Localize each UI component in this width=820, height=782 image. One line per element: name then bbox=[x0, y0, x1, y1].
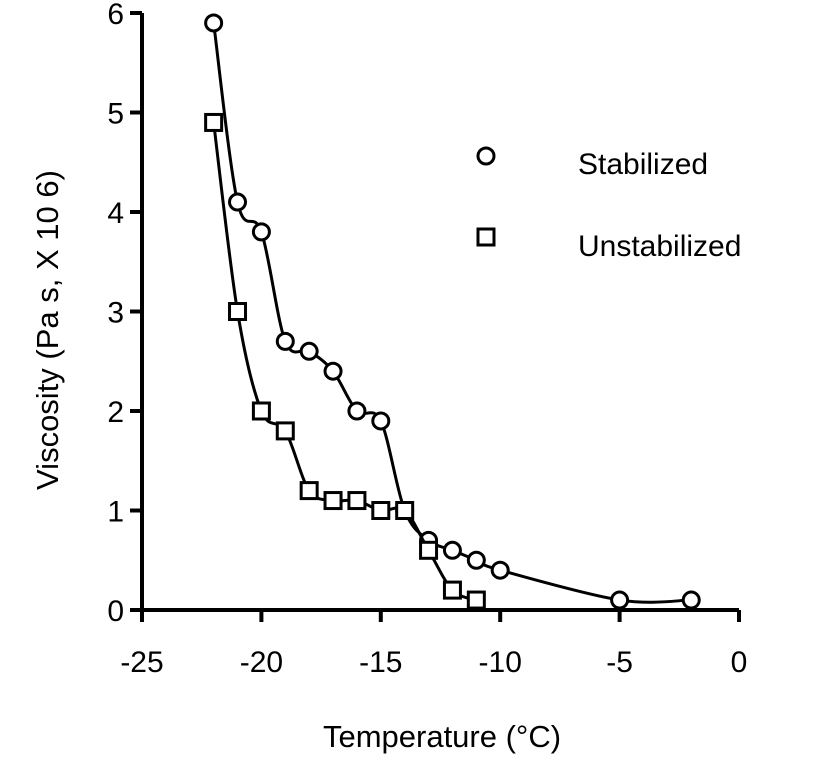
data-point-unstabilized bbox=[228, 302, 248, 321]
y-tick-label: 4 bbox=[107, 197, 124, 230]
axes: -25 -20 -15 -10 -5 0 0 1 2 3 4 5 6 bbox=[107, 0, 747, 679]
data-point-stabilized bbox=[204, 13, 224, 33]
data-point-stabilized bbox=[347, 401, 367, 421]
data-point-unstabilized bbox=[395, 501, 415, 520]
data-point-stabilized bbox=[490, 560, 510, 580]
legend: Stabilized Unstabilized bbox=[476, 146, 741, 263]
data-point-stabilized bbox=[251, 222, 271, 242]
data-point-stabilized bbox=[442, 540, 462, 560]
data-point-unstabilized bbox=[347, 491, 367, 511]
x-axis-title: Temperature (°C) bbox=[323, 719, 561, 754]
legend-label-stabilized: Stabilized bbox=[578, 148, 708, 181]
data-point-unstabilized bbox=[204, 112, 224, 132]
data-point-stabilized bbox=[323, 361, 343, 381]
series-line-stabilized bbox=[212, 22, 692, 604]
y-tick-label: 0 bbox=[107, 595, 124, 628]
data-point-stabilized bbox=[681, 590, 701, 610]
data-point-stabilized bbox=[275, 331, 295, 351]
data-point-unstabilized bbox=[371, 501, 391, 520]
series-layer bbox=[204, 13, 701, 610]
data-point-unstabilized bbox=[299, 481, 319, 501]
data-point-stabilized bbox=[228, 192, 248, 212]
data-point-unstabilized bbox=[275, 421, 295, 441]
data-point-stabilized bbox=[466, 550, 486, 570]
x-tick-label: -15 bbox=[359, 646, 402, 679]
x-tick-label: -5 bbox=[606, 646, 633, 679]
data-point-unstabilized bbox=[323, 491, 343, 511]
y-tick-label: 1 bbox=[107, 496, 124, 529]
x-tick-label: -20 bbox=[240, 646, 283, 679]
x-tick-label: -25 bbox=[120, 646, 163, 679]
data-point-stabilized bbox=[371, 411, 391, 431]
legend-marker-stabilized bbox=[476, 146, 496, 166]
data-point-unstabilized bbox=[251, 401, 271, 421]
y-axis-title: Viscosity (Pa s, X 10 6) bbox=[30, 170, 65, 490]
y-tick-label: 2 bbox=[107, 396, 124, 429]
y-tick-label: 6 bbox=[107, 0, 124, 31]
series-line-unstabilized bbox=[212, 122, 477, 602]
legend-label-unstabilized: Unstabilized bbox=[578, 230, 741, 263]
data-point-stabilized bbox=[299, 341, 319, 361]
data-point-unstabilized bbox=[466, 590, 486, 610]
data-point-unstabilized bbox=[419, 540, 439, 560]
y-tick-label: 5 bbox=[107, 98, 124, 131]
legend-marker-unstabilized bbox=[476, 227, 496, 247]
data-point-unstabilized bbox=[442, 580, 462, 600]
x-tick-label: -10 bbox=[479, 646, 522, 679]
data-point-stabilized bbox=[610, 590, 630, 610]
y-tick-label: 3 bbox=[107, 297, 124, 330]
x-tick-label: 0 bbox=[731, 646, 748, 679]
